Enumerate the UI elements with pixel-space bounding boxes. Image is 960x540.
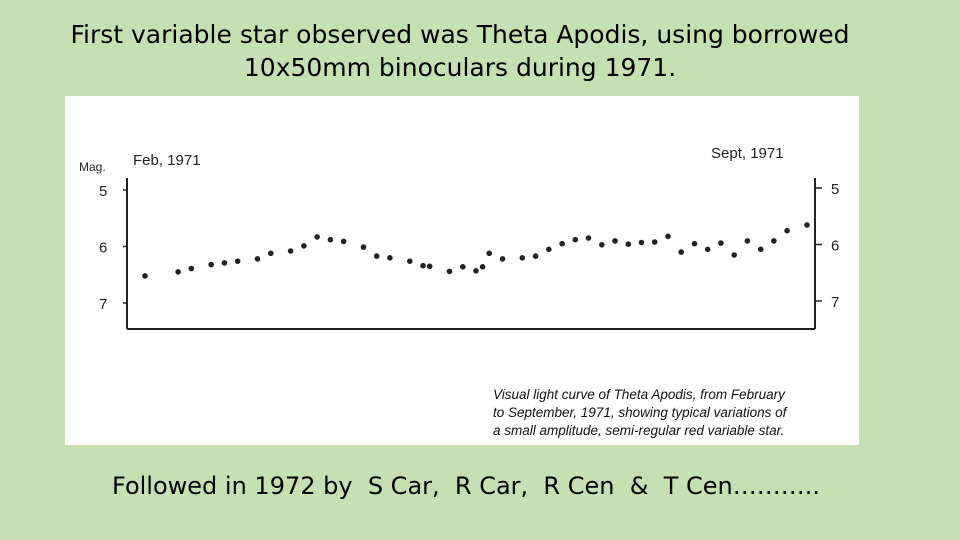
left-tick-label-6: 6 (99, 240, 107, 257)
data-point (804, 222, 810, 228)
data-point (314, 234, 320, 240)
data-point (446, 268, 453, 275)
data-point (499, 256, 506, 262)
data-point (142, 273, 148, 279)
data-point (287, 248, 294, 254)
data-point (651, 239, 658, 245)
tick-group: 5 5 6 6 7 7 (99, 181, 839, 313)
data-point (221, 260, 228, 266)
data-point (479, 264, 486, 270)
caption-line-3: a small amplitude, semi-regular red vari… (493, 423, 784, 438)
data-point (268, 250, 274, 257)
data-point (208, 261, 214, 268)
caption-line-2: to September, 1971, showing typical vari… (493, 405, 788, 420)
right-tick-label-7: 7 (831, 294, 839, 311)
data-point (585, 235, 592, 241)
data-point (731, 252, 737, 258)
data-point (360, 244, 367, 250)
data-point (599, 242, 605, 248)
data-point (426, 263, 433, 270)
slide-title-line-2: 10x50mm binoculars during 1971. (243, 53, 677, 82)
data-point (546, 246, 552, 253)
slide-title-line-1: First variable star observed was Theta A… (70, 20, 850, 49)
data-point (519, 255, 526, 261)
data-point (784, 227, 790, 234)
data-point (301, 243, 307, 249)
data-point (744, 238, 751, 244)
data-point (638, 239, 645, 246)
caption-line-1: Visual light curve of Theta Apodis, from… (493, 387, 786, 402)
data-point (234, 258, 241, 264)
data-point (612, 238, 618, 244)
slide-title: First variable star observed was Theta A… (40, 18, 880, 84)
data-point (771, 238, 777, 244)
data-point (559, 240, 565, 247)
data-point (473, 268, 479, 274)
data-point (420, 262, 426, 269)
data-point (373, 253, 380, 259)
data-point (340, 238, 347, 245)
light-curve-figure: Mag. Feb, 1971 Sept, 1971 5 5 6 6 7 7 Visual … (65, 96, 859, 445)
start-date-label: Feb, 1971 (133, 152, 201, 169)
right-tick-label-5: 5 (831, 181, 839, 198)
end-date-label: Sept, 1971 (711, 145, 784, 162)
data-point (665, 233, 671, 240)
data-point (387, 255, 393, 261)
left-tick-label-5: 5 (99, 183, 107, 200)
y-axis-label: Mag. (79, 160, 106, 174)
data-point (532, 253, 539, 259)
data-point (254, 256, 261, 262)
data-point (704, 246, 711, 253)
data-point (757, 246, 764, 253)
data-point (572, 236, 579, 243)
data-point (188, 265, 195, 272)
data-point (625, 241, 632, 247)
data-point (718, 240, 724, 246)
data-point (327, 236, 334, 243)
light-curve-chart: Mag. Feb, 1971 Sept, 1971 5 5 6 6 7 7 Visual … (79, 145, 839, 438)
data-point (691, 240, 698, 247)
data-point (460, 264, 466, 270)
footer-text: Followed in 1972 by S Car, R Car, R Cen … (112, 472, 820, 500)
data-point (407, 258, 413, 264)
data-point (175, 269, 181, 275)
data-point (486, 250, 493, 257)
right-tick-label-6: 6 (831, 238, 839, 255)
data-point (678, 249, 684, 255)
left-tick-label-7: 7 (99, 296, 107, 313)
data-points (142, 222, 810, 279)
